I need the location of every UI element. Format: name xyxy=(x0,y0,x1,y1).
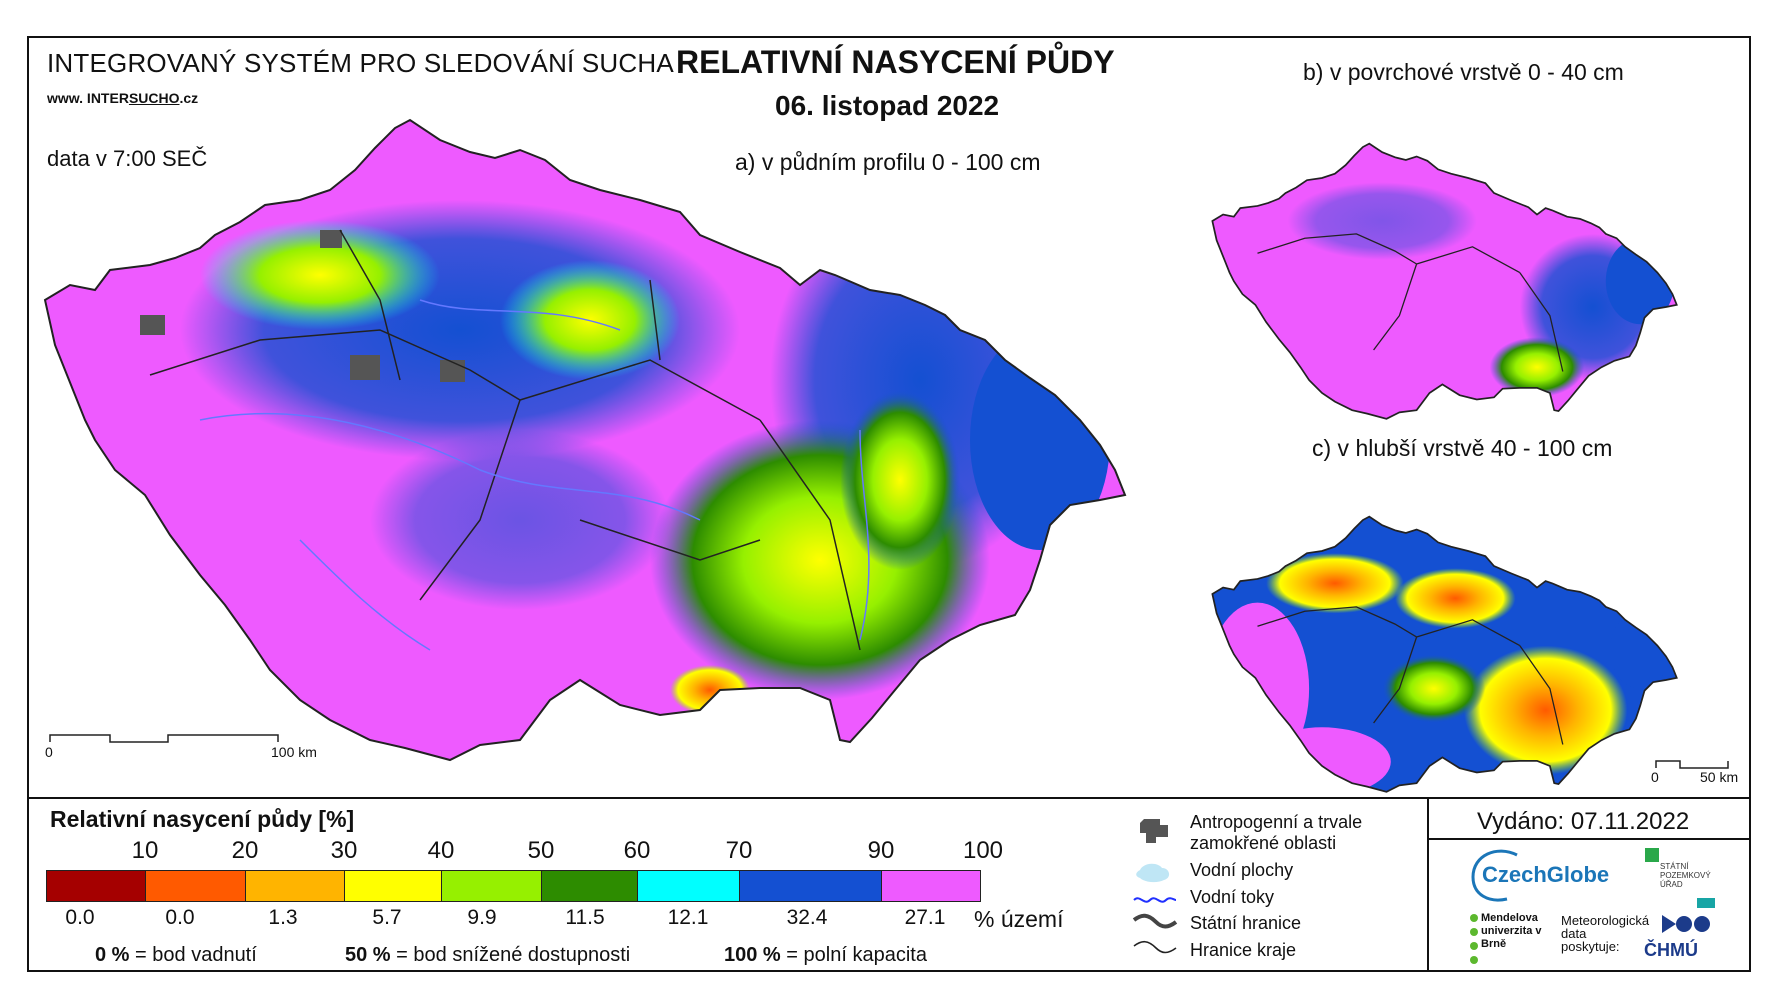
chmu-logo-icon xyxy=(1662,915,1710,933)
met-data-text: Meteorologická data poskytuje: xyxy=(1561,913,1650,954)
legend-divider xyxy=(27,797,1751,799)
legend-note-text: = polní kapacita xyxy=(786,944,927,966)
legend-note-text: = bod snížené dostupnosti xyxy=(396,944,631,966)
legend-tick: 100 xyxy=(962,837,1004,864)
legend-area-pct: 11.5 xyxy=(565,906,605,929)
legend-tick: 60 xyxy=(623,837,651,864)
anthropogenic-label: Antropogenní a trvale zamokřené oblasti xyxy=(1190,812,1363,853)
region-border-icon xyxy=(1133,940,1177,954)
footer-divider xyxy=(1427,797,1429,972)
legend-color-box xyxy=(46,870,146,902)
state-border-icon xyxy=(1132,913,1178,929)
region-border-label: Hranice kraje xyxy=(1190,940,1297,960)
water-body-icon xyxy=(1136,863,1170,883)
map-c-scale-end: 50 km xyxy=(1700,769,1739,785)
chmu-logo: ČHMÚ xyxy=(1644,940,1698,960)
legend-tick: 90 xyxy=(867,837,895,864)
legend-note-value: 100 % xyxy=(724,944,781,966)
legend-color-box xyxy=(541,870,638,902)
anthropogenic-area-icon xyxy=(1140,819,1168,843)
map-c xyxy=(1211,515,1678,793)
legend-tick: 50 xyxy=(527,837,555,864)
state-border-label: Státní hranice xyxy=(1190,913,1302,933)
legend-tick: 10 xyxy=(131,837,159,864)
legend-tick: 20 xyxy=(231,837,259,864)
website-link[interactable]: www. INTERSUCHO.cz xyxy=(47,90,198,106)
legend-color-box xyxy=(344,870,442,902)
legend-area-pct: 32.4 xyxy=(786,906,828,929)
map-b-label: b) v povrchové vrstvě 0 - 40 cm xyxy=(1303,59,1624,85)
map-a-scale-start: 0 xyxy=(45,744,53,760)
legend-area-pct: 12.1 xyxy=(667,906,709,929)
legend-title: Relativní nasycení půdy [%] xyxy=(50,806,355,832)
data-time: data v 7:00 SEČ xyxy=(47,146,208,171)
legend-area-pct: 0.0 xyxy=(65,906,95,929)
legend-area-unit: % území xyxy=(974,906,1064,932)
legend-area-pct: 5.7 xyxy=(372,906,402,929)
legend-note-value: 50 % xyxy=(345,944,391,966)
legend-note: 50 % = bod snížené dostupnosti xyxy=(345,944,630,967)
map-c-scale-start: 0 xyxy=(1651,769,1659,785)
rivers-label: Vodní toky xyxy=(1190,887,1275,907)
map-a xyxy=(44,119,1126,761)
legend-tick: 40 xyxy=(427,837,455,864)
river-icon xyxy=(1133,897,1177,903)
mendelu-dots-icon xyxy=(1470,914,1478,964)
water-bodies-label: Vodní plochy xyxy=(1190,860,1294,880)
map-frame xyxy=(27,36,1751,972)
legend-color-box xyxy=(739,870,882,902)
legend-tick: 70 xyxy=(725,837,753,864)
legend-note: 100 % = polní kapacita xyxy=(724,944,927,967)
legend-color-box xyxy=(637,870,740,902)
website-suffix: .cz xyxy=(179,90,199,106)
page-title: RELATIVNÍ NASYCENÍ PŮDY xyxy=(676,44,1115,80)
legend-color-box xyxy=(441,870,542,902)
page-date: 06. listopad 2022 xyxy=(775,90,1000,121)
website-prefix: www. INTER xyxy=(47,90,129,106)
legend-area-pct: 9.9 xyxy=(467,906,497,929)
legend-note-value: 0 % xyxy=(95,944,130,966)
website-underlined: SUCHO xyxy=(128,90,180,106)
legend-area-pct: 0.0 xyxy=(165,906,195,929)
legend-note: 0 % = bod vadnutí xyxy=(95,944,257,967)
legend-area-pct: 1.3 xyxy=(268,906,298,929)
spu-logo-icon xyxy=(1645,848,1659,862)
mendelu-logo: Mendelova univerzita v Brně xyxy=(1481,912,1542,950)
czechglobe-logo-icon xyxy=(1471,849,1518,902)
system-name: INTEGROVANÝ SYSTÉM PRO SLEDOVÁNÍ SUCHA xyxy=(47,48,674,78)
legend-color-box xyxy=(881,870,981,902)
spu-logo: STÁTNÍ POZEMKOVÝ ÚŘAD xyxy=(1660,862,1711,889)
map-a-scale-end: 100 km xyxy=(271,744,317,760)
issued-divider xyxy=(1429,838,1751,840)
czechglobe-logo: CzechGlobe xyxy=(1482,862,1610,887)
legend-color-box xyxy=(245,870,345,902)
map-b xyxy=(1211,142,1678,420)
map-c-label: c) v hlubší vrstvě 40 - 100 cm xyxy=(1312,435,1613,461)
legend-area-pct: 27.1 xyxy=(904,906,946,929)
map-a-label: a) v půdním profilu 0 - 100 cm xyxy=(735,149,1041,175)
legend-tick: 30 xyxy=(330,837,358,864)
issued-date: Vydáno: 07.11.2022 xyxy=(1477,808,1690,835)
legend-note-text: = bod vadnutí xyxy=(135,944,257,966)
legend-color-box xyxy=(145,870,246,902)
spu-teal-mark xyxy=(1697,898,1715,908)
